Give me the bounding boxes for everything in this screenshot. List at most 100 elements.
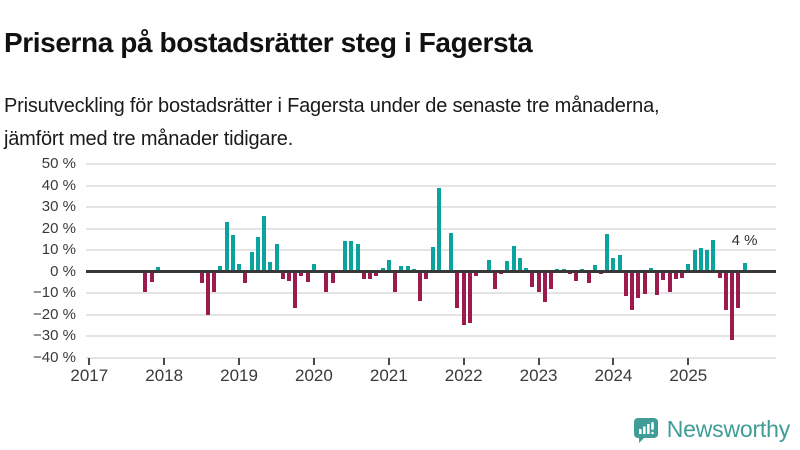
x-tick-mark xyxy=(88,358,91,365)
bar xyxy=(205,271,210,315)
bar xyxy=(155,267,160,272)
bar xyxy=(418,271,423,301)
brand-logo: Newsworthy xyxy=(632,415,790,443)
bar xyxy=(224,222,229,272)
x-tick-label: 2025 xyxy=(669,366,708,385)
bar xyxy=(286,271,291,282)
x-tick-label: 2020 xyxy=(295,366,333,385)
bar xyxy=(424,271,429,280)
gridline xyxy=(86,335,776,337)
bar xyxy=(230,234,235,272)
x-tick-label: 2021 xyxy=(369,366,408,385)
bar xyxy=(199,271,204,284)
bar xyxy=(617,255,622,272)
bar xyxy=(574,271,579,282)
x-tick-label: 2024 xyxy=(594,366,633,385)
bar xyxy=(736,271,741,309)
bar xyxy=(661,271,666,281)
newsworthy-icon xyxy=(633,418,658,443)
y-tick-label: −30 % xyxy=(33,327,76,344)
gridline xyxy=(86,163,776,165)
y-tick-label: 40 % xyxy=(41,176,76,194)
bar xyxy=(386,259,391,272)
bar xyxy=(742,262,747,272)
bar xyxy=(655,271,660,296)
gridline xyxy=(86,206,776,208)
bar xyxy=(436,187,441,272)
x-tick-label: 2023 xyxy=(519,366,558,385)
bar xyxy=(280,271,285,280)
bar xyxy=(405,266,410,272)
bar xyxy=(262,215,267,272)
bar xyxy=(218,266,223,272)
bar xyxy=(686,263,691,272)
bar xyxy=(330,271,335,284)
bar xyxy=(530,271,535,287)
gridline xyxy=(86,227,776,230)
x-tick-mark xyxy=(462,358,465,365)
y-tick-label: 0 % xyxy=(50,262,76,280)
x-tick-label: 2018 xyxy=(145,366,184,385)
bar xyxy=(692,250,697,272)
page-title: Priserna på bostadsrätter steg i Fagerst… xyxy=(4,26,533,58)
bar xyxy=(517,257,522,272)
x-tick-mark xyxy=(163,358,166,365)
bar xyxy=(361,271,366,280)
gridline xyxy=(86,313,776,316)
bar xyxy=(293,271,298,309)
bar xyxy=(149,271,154,283)
bar xyxy=(461,271,466,326)
last-value-annotation: 4 % xyxy=(731,231,758,249)
y-tick-label: 50 % xyxy=(41,155,76,172)
y-tick-label: 20 % xyxy=(41,219,76,237)
bar xyxy=(355,243,360,272)
bar xyxy=(549,271,554,289)
bar xyxy=(430,246,435,272)
y-tick-label: −10 % xyxy=(33,284,76,301)
x-tick-mark xyxy=(612,358,615,365)
bar xyxy=(730,271,735,341)
bar xyxy=(698,247,703,272)
bar xyxy=(274,243,279,272)
bar xyxy=(667,271,672,292)
bar xyxy=(243,271,248,284)
x-tick-mark xyxy=(312,358,315,365)
bar xyxy=(542,271,547,302)
bar xyxy=(467,271,472,324)
bar xyxy=(311,263,316,272)
x-tick-label: 2019 xyxy=(220,366,258,385)
x-tick-mark xyxy=(537,358,540,365)
bar xyxy=(143,271,148,292)
bar xyxy=(680,271,685,278)
bar xyxy=(237,263,242,272)
bar xyxy=(505,260,510,272)
bar xyxy=(630,271,635,311)
x-tick-mark xyxy=(687,358,690,365)
page-subtitle: Prisutveckling för bostadsrätter i Fager… xyxy=(4,95,660,150)
bar xyxy=(455,271,460,309)
bar xyxy=(536,271,541,292)
gridline xyxy=(86,292,776,294)
x-tick-label: 2022 xyxy=(444,366,483,385)
brand-name: Newsworthy xyxy=(666,415,790,442)
y-tick-label: −40 % xyxy=(33,348,76,366)
x-axis-zero-line xyxy=(86,270,776,273)
bar xyxy=(393,271,398,292)
bar xyxy=(268,261,273,272)
bar xyxy=(511,245,516,272)
x-tick-mark xyxy=(387,358,390,365)
bar xyxy=(255,237,260,272)
bar xyxy=(343,241,348,272)
gridline xyxy=(86,356,776,359)
bar xyxy=(605,233,610,272)
bar xyxy=(524,268,529,272)
bar xyxy=(648,268,653,272)
bar xyxy=(374,271,379,276)
gridline xyxy=(86,184,776,187)
plot-area: 4 % xyxy=(86,163,776,359)
bar xyxy=(705,250,710,272)
y-tick-label: −20 % xyxy=(33,305,76,323)
bar xyxy=(305,271,310,283)
bar xyxy=(212,271,217,292)
